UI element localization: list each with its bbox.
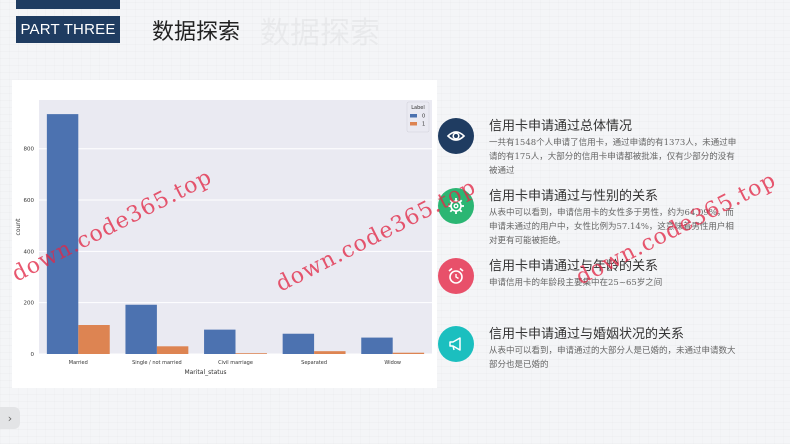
- section-body: 从表中可以看到，申请通过的大部分人是已婚的，未通过申请数大部分也是已婚的: [489, 346, 736, 370]
- x-tick-label: Married: [69, 360, 88, 366]
- bar: [78, 325, 110, 354]
- bar: [125, 304, 157, 354]
- bar: [46, 114, 79, 354]
- section-body: 申请信用卡的年龄段主要集中在25~65岁之间: [489, 278, 663, 288]
- section-body: 从表中可以看到，申请信用卡的女性多于男性，约为64.09%，而申请未通过的用户中…: [489, 208, 734, 246]
- section-title: 信用卡申请通过总体情况: [489, 119, 633, 134]
- header-accent-bar: [16, 0, 120, 9]
- y-tick-label: 600: [24, 198, 35, 204]
- legend-label: 0: [422, 114, 425, 120]
- chevron-right-icon: ›: [7, 411, 13, 425]
- section-title: 信用卡申请通过与性别的关系: [489, 189, 659, 204]
- next-slide-button[interactable]: ›: [0, 407, 20, 429]
- section-title: 信用卡申请通过与年龄的关系: [489, 259, 659, 274]
- section-title: 信用卡申请通过与婚姻状况的关系: [489, 327, 685, 342]
- x-tick-label: Separated: [301, 360, 327, 366]
- y-tick-label: 0: [31, 352, 35, 358]
- y-axis-label: count: [15, 218, 22, 236]
- gear-icon: [438, 188, 474, 224]
- page-title: 数据探索: [152, 20, 241, 45]
- bar-chart: 0 200 400 600 800 Married Single / not married…: [15, 100, 432, 376]
- x-tick-label: Civil marriage: [218, 360, 253, 366]
- legend-swatch: [410, 114, 417, 118]
- part-badge: PART THREE: [16, 16, 120, 43]
- bar: [156, 346, 189, 354]
- x-tick-label: Widow: [384, 360, 401, 366]
- bar: [361, 337, 393, 354]
- megaphone-icon: [438, 326, 474, 362]
- y-tick-label: 800: [24, 147, 35, 153]
- x-tick-label: Single / not married: [132, 360, 182, 366]
- eye-icon: [438, 118, 474, 154]
- bar: [392, 352, 425, 354]
- plot-background: [39, 100, 432, 354]
- bar: [204, 329, 236, 354]
- bar: [282, 333, 315, 354]
- legend-swatch: [410, 122, 417, 126]
- section-body: 一共有1548个人申请了信用卡，通过申请的有1373人，未通过申请的有175人，…: [489, 138, 737, 176]
- alarm-clock-icon: [438, 258, 474, 294]
- y-tick-label: 400: [24, 249, 35, 255]
- legend-title: Label: [411, 105, 425, 111]
- y-tick-label: 200: [24, 301, 35, 307]
- x-axis-label: Marital_status: [184, 369, 226, 376]
- bar: [235, 353, 267, 354]
- chart-card: 0 200 400 600 800 Married Single / not married…: [12, 80, 437, 388]
- legend-label: 1: [422, 122, 425, 128]
- ghost-title: 数据探索: [260, 8, 380, 52]
- bar: [314, 351, 346, 354]
